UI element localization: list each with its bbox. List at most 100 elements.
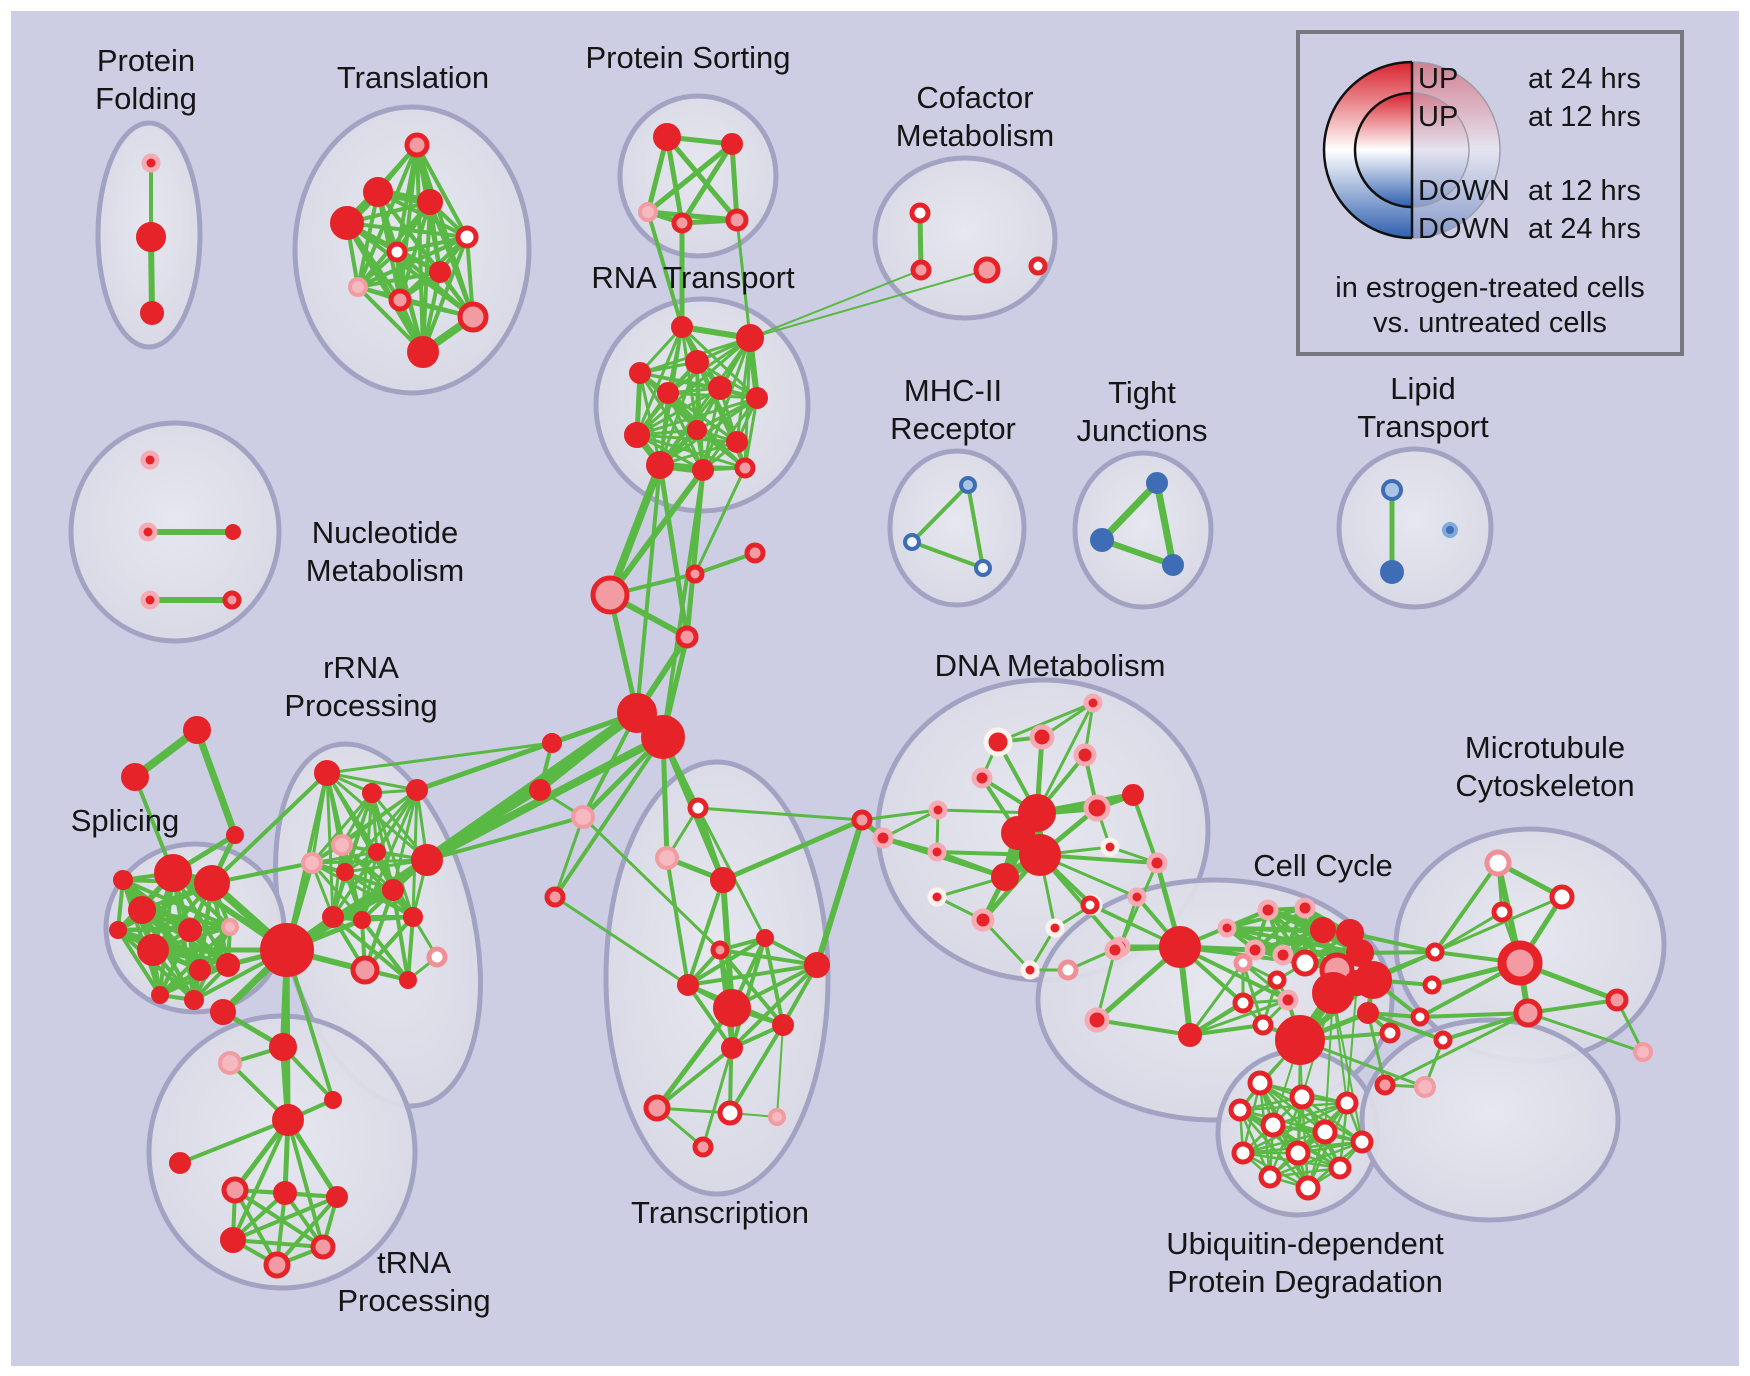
edge	[664, 134, 740, 223]
edge	[415, 143, 469, 239]
gene-node	[221, 1176, 249, 1204]
edge	[666, 336, 752, 395]
edge	[325, 741, 554, 775]
label-trna-processing: tRNA	[377, 1245, 451, 1280]
gene-node	[624, 422, 650, 448]
edge	[860, 808, 940, 822]
edge	[1433, 895, 1564, 954]
gene-node	[348, 277, 368, 297]
edge	[749, 269, 988, 339]
gene-node	[1146, 472, 1168, 494]
gene-node	[457, 301, 489, 333]
nodes-layer	[109, 123, 1653, 1279]
label-translation: Translation	[337, 60, 489, 95]
edge	[553, 815, 585, 899]
edge	[345, 221, 469, 239]
gene-node	[1275, 1015, 1325, 1065]
gene-node	[1374, 1074, 1396, 1096]
gene-node	[736, 324, 764, 352]
edge	[910, 483, 970, 544]
gene-node	[1233, 953, 1253, 973]
gene-node	[971, 908, 995, 932]
edge	[1099, 537, 1176, 568]
cluster-lipid-transport	[1336, 446, 1494, 610]
gene-node	[1159, 926, 1201, 968]
gene-node	[273, 1181, 297, 1205]
gene-node	[1291, 949, 1319, 977]
edge	[1095, 1018, 1192, 1037]
gene-node	[708, 376, 732, 400]
edge	[720, 817, 865, 883]
edge	[140, 908, 232, 929]
gene-node	[927, 842, 947, 862]
gene-node	[1605, 988, 1629, 1012]
edge	[729, 141, 740, 223]
edge	[635, 336, 752, 437]
edge	[1366, 1011, 1445, 1042]
gene-node	[269, 1033, 297, 1061]
legend: UP at 24 hrs UP at 12 hrs DOWN at 12 hrs DOWN a…	[1296, 30, 1684, 356]
edge	[776, 1024, 784, 1118]
gene-node	[687, 420, 707, 440]
edge	[581, 815, 722, 952]
gene-node	[1162, 554, 1184, 576]
edge	[655, 1046, 734, 1110]
gene-node	[138, 522, 158, 542]
gene-node	[655, 846, 679, 870]
edge	[1098, 479, 1161, 544]
edge	[701, 1046, 734, 1149]
legend-time-label: at 12 hrs	[1528, 175, 1641, 207]
edge	[121, 878, 162, 997]
gene-node	[314, 760, 340, 786]
gene-node	[1379, 1022, 1401, 1044]
gene-node	[1090, 528, 1114, 552]
gene-node	[1549, 884, 1575, 910]
gene-node	[407, 336, 439, 368]
edge	[1238, 1101, 1349, 1112]
gene-node	[1260, 1112, 1286, 1138]
gene-node	[406, 779, 428, 801]
gene-node	[653, 123, 681, 151]
gene-node	[710, 867, 736, 893]
edge	[1383, 1011, 1530, 1087]
gene-node	[959, 476, 977, 494]
label-rrna-processing: rRNA	[323, 650, 399, 685]
gene-node	[542, 733, 562, 753]
gene-node	[350, 955, 380, 985]
label-transcription: Transcription	[631, 1195, 809, 1230]
edge	[728, 1023, 785, 1115]
gene-node	[685, 350, 709, 374]
edge	[231, 1118, 290, 1242]
label-protein-folding: Protein	[97, 43, 195, 78]
label-lipid-transport: Transport	[1357, 409, 1489, 444]
gene-node	[1442, 522, 1458, 538]
gene-node	[324, 1091, 342, 1109]
edge	[231, 1238, 325, 1249]
gene-node	[590, 575, 630, 615]
edge	[679, 141, 735, 226]
gene-node	[183, 716, 211, 744]
gene-node	[744, 542, 766, 564]
edge	[116, 928, 162, 997]
gene-node	[178, 918, 202, 942]
edge	[1526, 1011, 1645, 1054]
gene-node	[221, 918, 239, 936]
cluster-mhc-ii-receptor	[887, 448, 1027, 608]
edge	[635, 463, 662, 715]
gene-node	[671, 316, 693, 338]
gene-node	[1294, 897, 1316, 919]
edge	[356, 235, 469, 289]
edge	[275, 1195, 339, 1267]
gene-node	[455, 225, 479, 249]
edge	[178, 1118, 290, 1165]
edge	[635, 325, 684, 437]
edge	[391, 888, 410, 982]
gene-node	[140, 450, 160, 470]
label-ubiquitin-degradation: Ubiquitin-dependent	[1166, 1226, 1444, 1261]
gene-node	[725, 208, 749, 232]
gene-node	[1057, 959, 1079, 981]
gene-node	[641, 715, 685, 759]
gene-node	[411, 844, 443, 876]
gene-node	[991, 863, 1019, 891]
edge	[1366, 1011, 1387, 1087]
